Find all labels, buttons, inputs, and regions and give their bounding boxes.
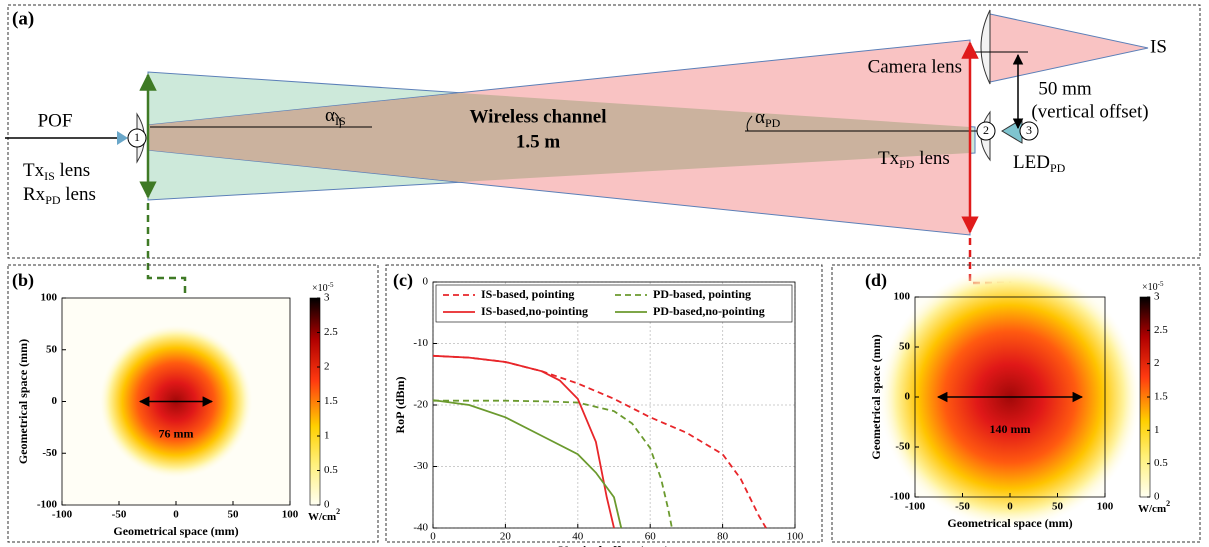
- label-main: α: [755, 107, 765, 128]
- label: (vertical offset): [1031, 101, 1148, 122]
- label-main: Tx: [878, 148, 900, 169]
- label-rest: lens: [55, 160, 90, 181]
- label-sup: -5: [328, 281, 334, 289]
- y-tick-label: 50: [899, 341, 911, 353]
- x-tick-label: 0: [1007, 501, 1013, 513]
- colorbar-tick-label: 0: [1154, 491, 1160, 503]
- colorbar-tick-label: 1.5: [324, 395, 338, 407]
- label-sub: PD: [1050, 161, 1066, 175]
- y-axis-label: RoP (dBm): [393, 376, 407, 433]
- node-label: 1: [134, 130, 140, 144]
- label: 1.5 m: [516, 131, 561, 152]
- label: Camera lens: [868, 56, 962, 77]
- figure: (a) POF 1 2 3 Wireless channel 1.5 m Cam…: [0, 0, 1209, 547]
- x-tick-label: 40: [572, 531, 584, 543]
- y-tick-label: 100: [894, 291, 911, 303]
- y-tick-label: 0: [52, 395, 58, 407]
- colorbar-tick-label: 0.5: [324, 464, 338, 476]
- label: 50 mm: [1038, 78, 1092, 99]
- label-sup: -5: [1158, 280, 1164, 288]
- panel-label: (a): [12, 8, 34, 29]
- legend-label: PD-based, pointing: [653, 287, 751, 301]
- annotation: 76 mm: [159, 426, 194, 440]
- label-sup: 2: [1166, 499, 1170, 508]
- label: POF: [38, 110, 73, 131]
- legend-label: PD-based,no-pointing: [653, 304, 765, 318]
- x-axis-label: Geometrical space (mm): [113, 524, 238, 538]
- label: TxPD lens: [878, 148, 950, 170]
- label: IS: [1150, 36, 1167, 57]
- x-tick-label: 60: [645, 531, 657, 543]
- y-axis-label: Geometrical space (mm): [16, 339, 30, 464]
- label-main: W/cm: [308, 511, 336, 523]
- node-label: 2: [983, 123, 989, 137]
- label-sub: IS: [44, 169, 55, 183]
- x-axis-label: Geometrical space (mm): [947, 516, 1072, 530]
- panel-label: (d): [865, 270, 887, 291]
- label-main: Tx: [23, 160, 45, 181]
- y-tick-label: -10: [413, 337, 428, 349]
- x-tick-label: 100: [1097, 501, 1114, 513]
- x-tick-label: 80: [717, 531, 729, 543]
- panel-label: (b): [12, 270, 34, 291]
- x-tick-label: 20: [500, 531, 512, 543]
- colorbar-tick-label: 1.5: [1154, 391, 1168, 403]
- label-main: LED: [1013, 152, 1050, 173]
- colorbar-tick-label: 0: [324, 499, 330, 511]
- x-axis-label: Vertical offset (mm): [559, 543, 670, 547]
- colorbar-tick-label: 2.5: [324, 326, 338, 338]
- y-tick-label: -30: [413, 460, 428, 472]
- label-main: Rx: [23, 184, 46, 205]
- label-sub: PD: [765, 116, 781, 130]
- colorbar-tick-label: 1: [324, 430, 330, 442]
- x-tick-label: 100: [787, 531, 804, 543]
- panel-label: (c): [393, 270, 413, 291]
- label-sub: IS: [335, 114, 346, 128]
- label: Wireless channel: [469, 106, 606, 127]
- colorbar-tick-label: 0.5: [1154, 457, 1168, 469]
- y-tick-label: -20: [413, 399, 428, 411]
- x-tick-label: -50: [112, 509, 127, 521]
- label-main: α: [325, 105, 335, 126]
- x-tick-label: 100: [282, 509, 299, 521]
- label-sub: PD: [899, 157, 915, 171]
- legend-label: IS-based,no-pointing: [481, 304, 588, 318]
- label-rest: lens: [914, 148, 949, 169]
- colorbar-tick-label: 2: [324, 361, 330, 373]
- label-sup: 2: [336, 507, 340, 516]
- label-sub: PD: [45, 193, 61, 207]
- colorbar-tick-label: 2.5: [1154, 324, 1168, 336]
- y-axis-label: Geometrical space (mm): [869, 334, 883, 459]
- y-tick-label: -100: [890, 491, 911, 503]
- x-tick-label: 50: [228, 509, 240, 521]
- y-tick-label: 0: [423, 276, 429, 288]
- y-tick-label: -50: [895, 441, 910, 453]
- x-tick-label: 0: [430, 531, 436, 543]
- annotation: 140 mm: [990, 422, 1031, 436]
- x-tick-label: 0: [173, 509, 179, 521]
- label-main: ×10: [1142, 282, 1158, 293]
- y-tick-label: 0: [905, 391, 911, 403]
- label-main: ×10: [312, 283, 328, 294]
- label-main: W/cm: [1138, 503, 1166, 515]
- legend-label: IS-based, pointing: [481, 287, 574, 301]
- x-tick-label: 50: [1052, 501, 1064, 513]
- node-label: 3: [1026, 123, 1032, 137]
- label-rest: lens: [61, 184, 96, 205]
- y-tick-label: 50: [46, 343, 58, 355]
- colorbar-tick-label: 2: [1154, 357, 1160, 369]
- x-tick-label: -50: [955, 501, 970, 513]
- y-tick-label: 100: [41, 292, 58, 304]
- y-tick-label: -100: [37, 499, 58, 511]
- label: TxIS lens: [23, 160, 90, 182]
- colorbar-tick-label: 1: [1154, 424, 1160, 436]
- y-tick-label: -50: [42, 447, 57, 459]
- y-tick-label: -40: [413, 522, 428, 534]
